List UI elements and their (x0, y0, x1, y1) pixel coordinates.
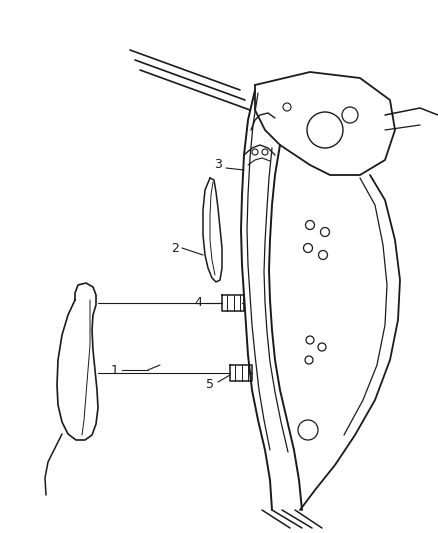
Text: 4: 4 (194, 296, 202, 310)
Text: 3: 3 (214, 158, 222, 172)
Text: 1: 1 (111, 364, 119, 376)
Text: 5: 5 (206, 378, 214, 392)
Text: 2: 2 (171, 241, 179, 254)
